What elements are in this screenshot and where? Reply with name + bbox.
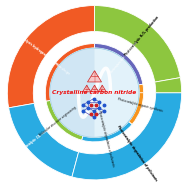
Text: Photocatalytic CO₂ reduction: Photocatalytic CO₂ reduction (16, 122, 56, 155)
Wedge shape (94, 5, 180, 82)
Text: Crystalline carbon nitride: Crystalline carbon nitride (52, 90, 137, 95)
Wedge shape (72, 93, 182, 180)
Polygon shape (90, 85, 99, 92)
Wedge shape (46, 100, 83, 140)
Wedge shape (94, 44, 143, 85)
Text: Photocatalytic degradation of pollutants: Photocatalytic degradation of pollutants (116, 125, 158, 182)
Wedge shape (82, 121, 132, 142)
Wedge shape (9, 103, 79, 177)
Polygon shape (88, 71, 101, 82)
Polygon shape (83, 85, 91, 92)
Text: Photocatalysis hydrogen evolution: Photocatalysis hydrogen evolution (11, 29, 59, 67)
Wedge shape (155, 78, 182, 93)
Text: Nanostructure design: Nanostructure design (43, 53, 71, 75)
Wedge shape (129, 84, 144, 124)
Text: Photocatalytic H₂O₂ production: Photocatalytic H₂O₂ production (124, 15, 160, 57)
Text: Photocatalytic organic synthesis: Photocatalytic organic synthesis (117, 97, 163, 113)
Text: Photocatalytic degradation of pollutants: Photocatalytic degradation of pollutants (97, 110, 115, 167)
Wedge shape (129, 93, 144, 124)
Circle shape (50, 48, 139, 137)
Polygon shape (98, 85, 106, 92)
Text: Molecular structure engineering: Molecular structure engineering (38, 106, 77, 137)
Text: Heterojunction construction: Heterojunction construction (110, 40, 139, 74)
Wedge shape (7, 5, 94, 108)
Wedge shape (45, 44, 94, 101)
Polygon shape (50, 48, 94, 137)
